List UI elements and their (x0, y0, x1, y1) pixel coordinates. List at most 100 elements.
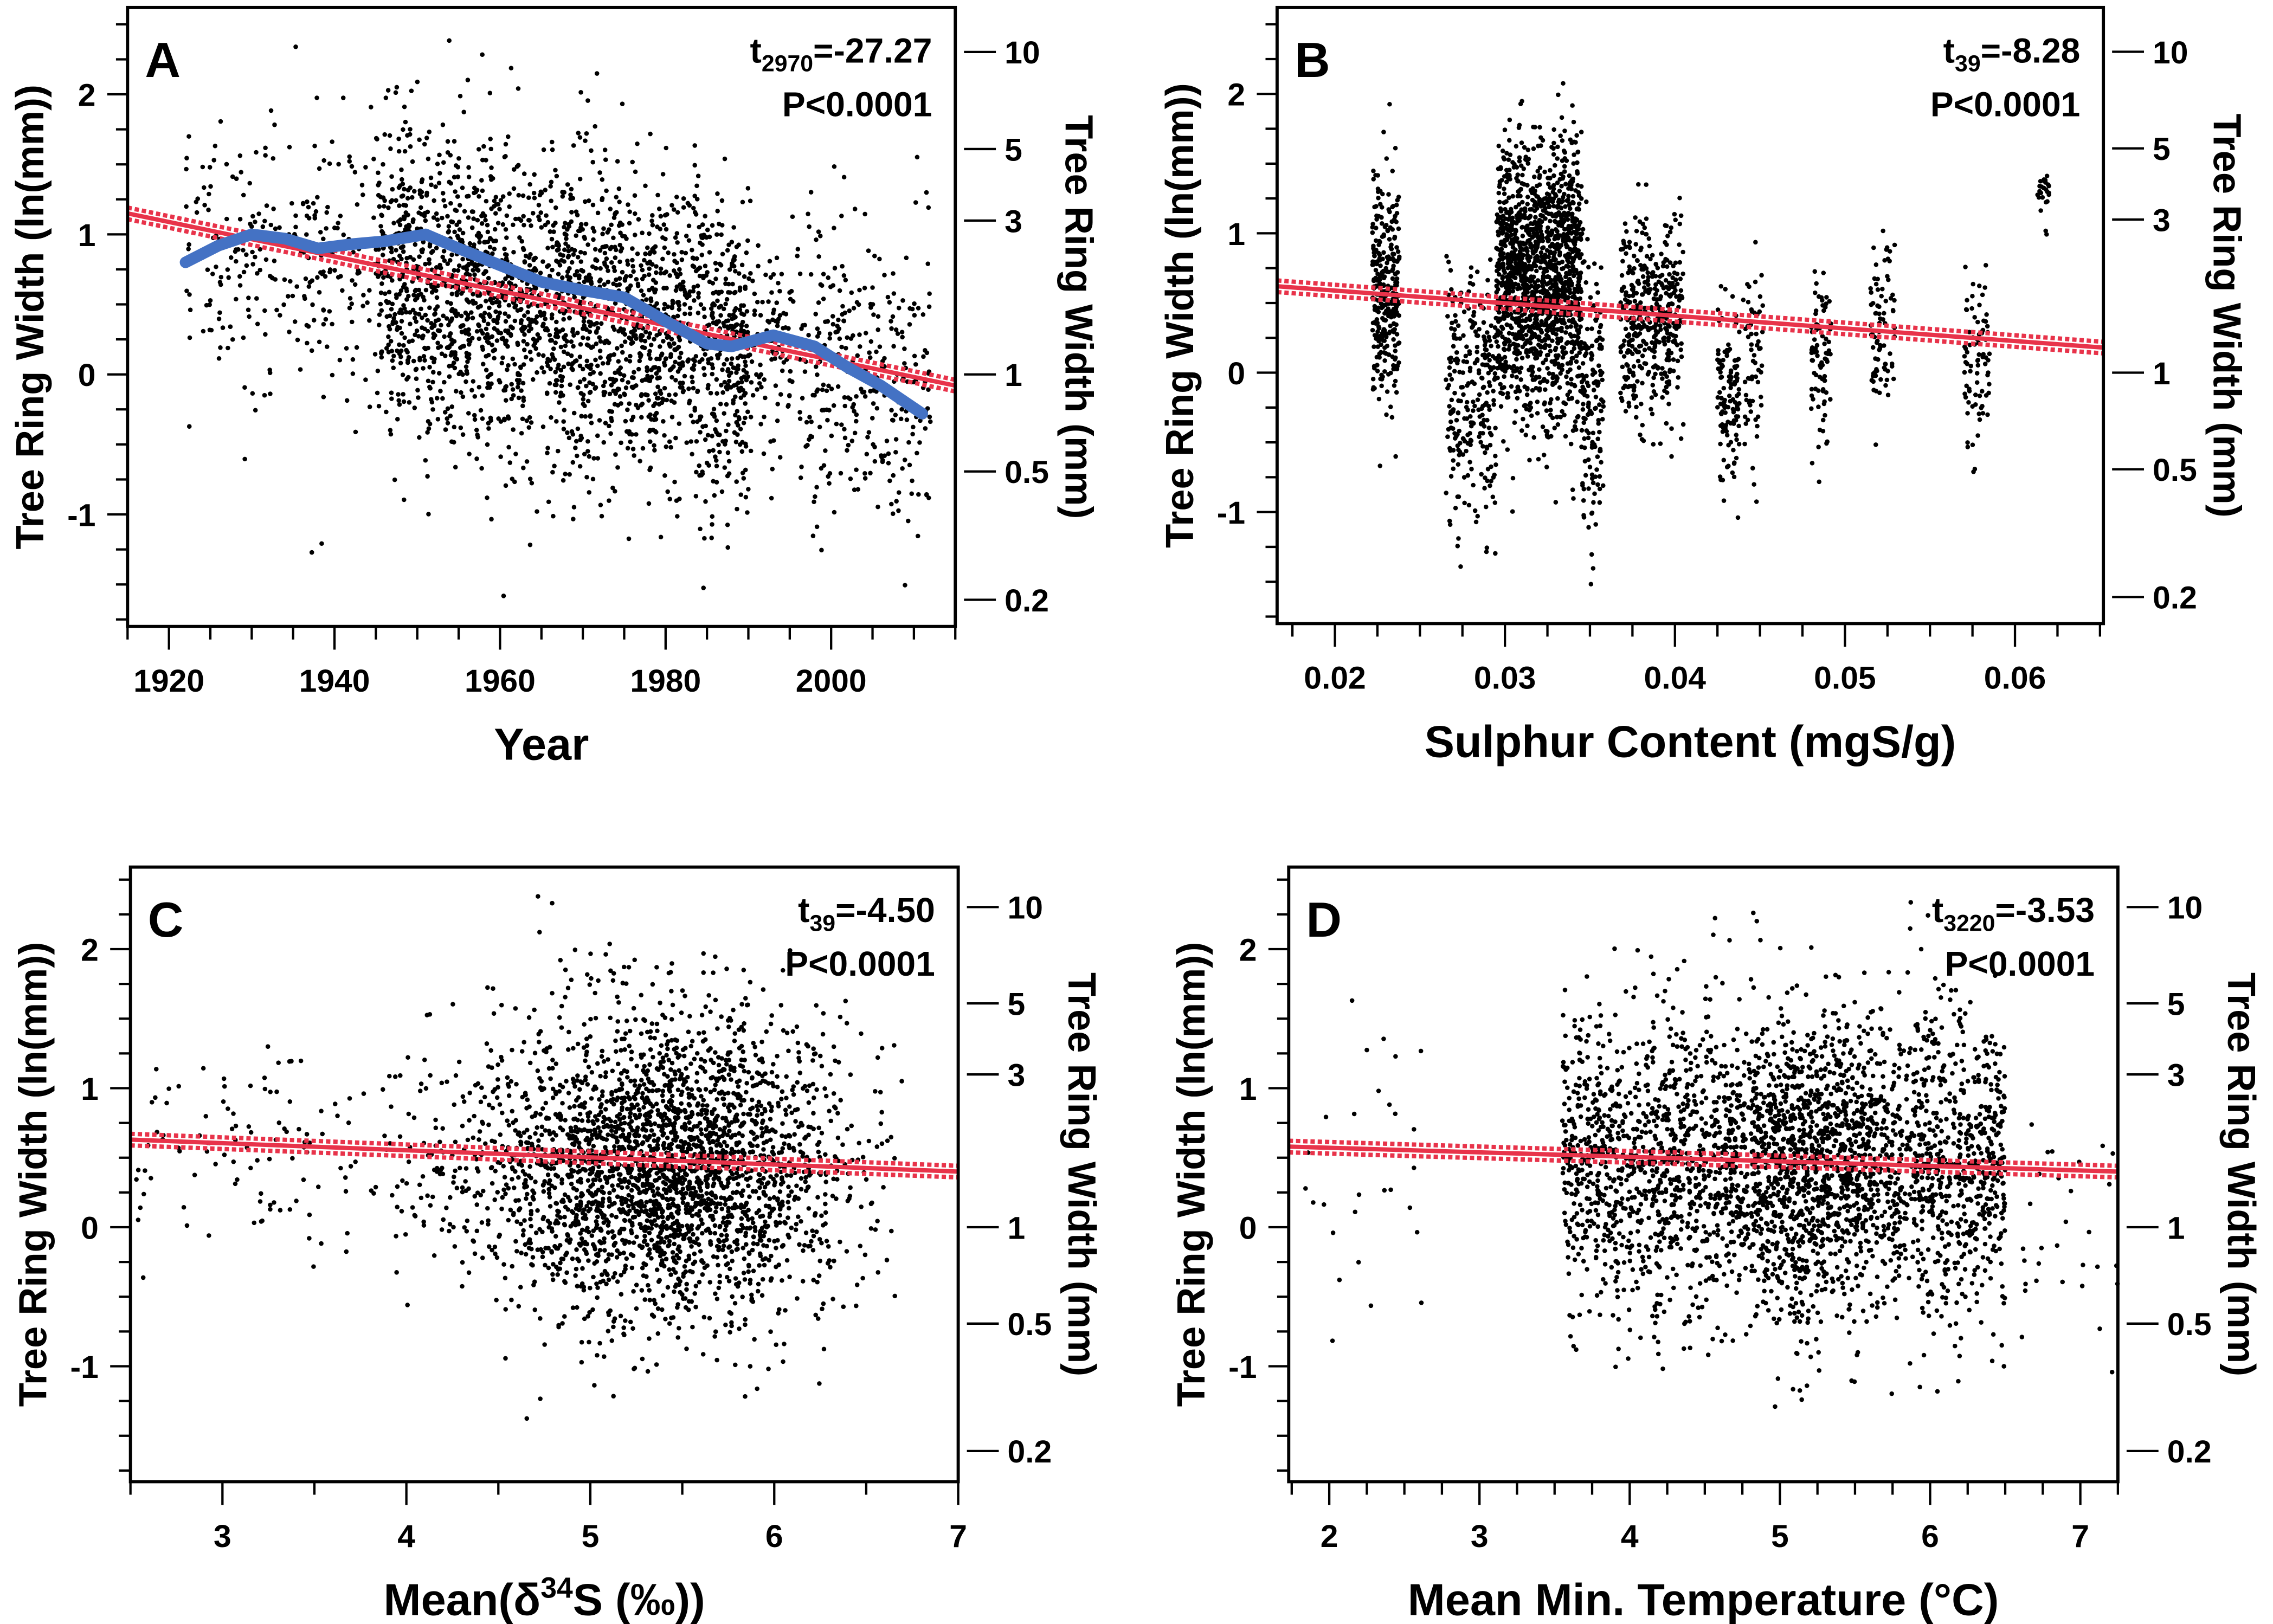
data-point (448, 201, 453, 206)
data-point (814, 485, 819, 490)
data-point (609, 260, 614, 265)
data-point (475, 263, 480, 268)
data-point (1505, 447, 1510, 452)
data-point (432, 286, 436, 292)
data-point (1573, 419, 1578, 424)
data-point (729, 370, 733, 376)
data-point (699, 473, 704, 478)
data-point (607, 423, 611, 429)
data-point (1461, 392, 1466, 397)
data-point (1533, 215, 1538, 220)
data-point (1495, 263, 1499, 269)
data-point (1572, 341, 1577, 347)
data-point (613, 377, 619, 383)
data-point (1484, 549, 1489, 555)
data-point (733, 440, 739, 444)
data-point (255, 321, 260, 326)
data-point (1555, 144, 1560, 150)
data-point (580, 326, 585, 331)
data-point (571, 344, 576, 349)
data-point (785, 404, 790, 409)
data-point (530, 377, 536, 382)
data-point (413, 297, 418, 302)
data-point (677, 307, 682, 312)
data-point (714, 480, 719, 485)
data-point (576, 131, 581, 136)
data-point (420, 336, 425, 340)
data-point (691, 357, 696, 362)
data-point (620, 330, 626, 335)
data-point (1530, 289, 1535, 295)
data-point (1445, 434, 1450, 439)
data-point (591, 370, 596, 375)
data-point (207, 327, 213, 332)
data-point (1502, 340, 1507, 346)
data-point (725, 248, 730, 253)
data-point (551, 346, 556, 351)
data-point (513, 303, 518, 308)
data-point (390, 358, 395, 363)
data-point (420, 315, 424, 320)
data-point (601, 440, 607, 445)
data-point (736, 386, 741, 391)
data-point (1461, 475, 1467, 480)
data-point (1537, 125, 1542, 130)
data-point (1501, 155, 1506, 160)
data-point (1393, 145, 1398, 151)
data-point (1445, 314, 1450, 319)
data-point (487, 385, 492, 390)
data-point (722, 324, 727, 328)
data-point (590, 476, 596, 482)
data-point (631, 269, 636, 274)
data-point (224, 216, 229, 222)
data-point (226, 275, 231, 280)
data-point (436, 223, 441, 228)
data-point (640, 267, 645, 273)
data-point (187, 335, 192, 340)
data-point (604, 256, 609, 261)
data-point (808, 190, 814, 195)
data-point (552, 463, 557, 468)
data-point (503, 319, 508, 324)
data-point (446, 229, 452, 234)
data-point (1486, 426, 1492, 430)
data-point (1473, 519, 1479, 525)
data-point (618, 326, 623, 331)
data-point (304, 323, 310, 328)
data-point (577, 463, 583, 469)
data-point (889, 326, 894, 331)
data-point (417, 137, 422, 143)
data-point (1535, 399, 1540, 404)
data-point (583, 414, 588, 419)
data-point (709, 306, 714, 311)
data-point (1541, 276, 1546, 281)
data-point (662, 245, 667, 250)
data-point (788, 369, 793, 374)
data-point (821, 272, 826, 276)
data-point (1447, 446, 1452, 451)
data-point (463, 379, 468, 384)
data-point (613, 452, 618, 457)
data-point (527, 349, 533, 355)
data-point (610, 485, 615, 491)
data-point (452, 139, 457, 144)
data-point (506, 302, 512, 308)
data-point (479, 221, 485, 226)
data-point (585, 242, 590, 247)
data-point (572, 359, 578, 364)
data-point (787, 393, 792, 398)
data-point (724, 428, 729, 434)
data-point (722, 156, 727, 162)
data-point (241, 335, 246, 340)
data-point (602, 147, 608, 152)
data-point (571, 517, 576, 521)
data-point (1517, 249, 1523, 254)
data-point (570, 329, 575, 334)
data-point (486, 321, 491, 326)
data-point (398, 288, 404, 293)
data-point (271, 156, 276, 161)
data-point (1520, 234, 1525, 239)
data-point (1542, 169, 1547, 175)
data-point (486, 340, 491, 345)
data-point (662, 473, 667, 478)
